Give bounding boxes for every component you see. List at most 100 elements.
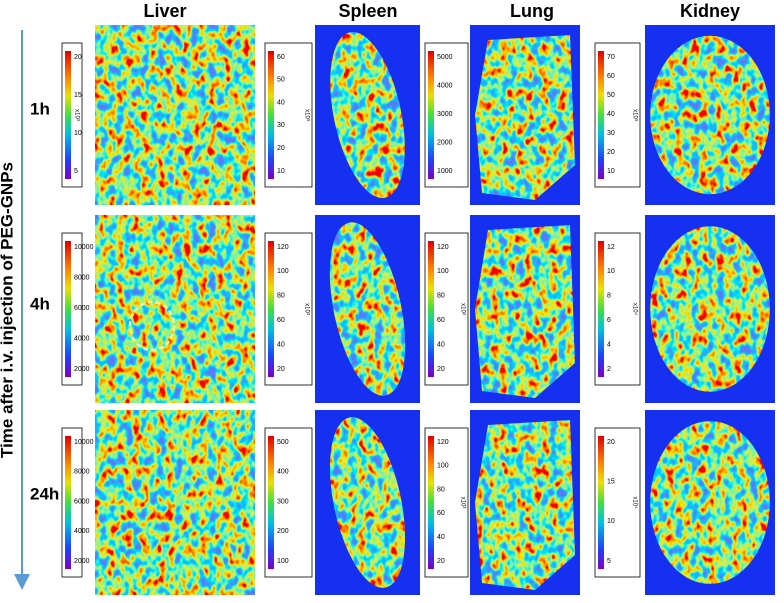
- colorbar-unit: x10⁴: [631, 303, 638, 316]
- heatmap-tissue: [650, 226, 770, 392]
- colorbar-tick: 300: [277, 498, 289, 505]
- column-header: Liver: [143, 1, 186, 21]
- colorbar-tick: 4000: [74, 528, 90, 535]
- colorbar-tick: 6000: [74, 305, 90, 312]
- time-label: 4h: [30, 294, 50, 313]
- colorbar: [268, 241, 274, 377]
- colorbar-tick: 10: [74, 130, 82, 137]
- colorbar-tick: 80: [277, 293, 285, 300]
- colorbar-tick: 5000: [437, 54, 453, 61]
- heatmap-tissue: [475, 35, 575, 200]
- column-header: Kidney: [680, 1, 740, 21]
- time-label: 1h: [30, 99, 50, 118]
- colorbar-tick: 3000: [437, 111, 453, 118]
- colorbar-tick: 5: [607, 558, 611, 565]
- colorbar-tick: 20: [74, 54, 82, 61]
- colorbar-tick: 4000: [437, 82, 453, 89]
- colorbar-tick: 10: [277, 168, 285, 175]
- colorbar-tick: 4000: [74, 335, 90, 342]
- colorbar: [598, 241, 604, 377]
- colorbar-tick: 8: [607, 293, 611, 300]
- colorbar-tick: 8000: [74, 274, 90, 281]
- colorbar: [598, 436, 604, 569]
- colorbar-tick: 6000: [74, 498, 90, 505]
- colorbar-unit: x10³: [303, 109, 309, 121]
- colorbar-tick: 40: [437, 341, 445, 348]
- colorbar-tick: 120: [437, 244, 449, 251]
- colorbar-tick: 100: [437, 268, 449, 275]
- colorbar-tick: 8000: [74, 469, 90, 476]
- colorbar-tick: 15: [74, 92, 82, 99]
- colorbar-tick: 100: [277, 268, 289, 275]
- colorbar-unit: x10³: [631, 109, 637, 121]
- heatmap-tissue: [95, 410, 255, 595]
- axis-label: Time after i.v. injection of PEG-GNPs: [0, 162, 16, 458]
- colorbar: [428, 241, 434, 377]
- colorbar: [268, 436, 274, 569]
- colorbar-unit: x10³: [459, 303, 465, 315]
- colorbar-tick: 20: [277, 366, 285, 373]
- colorbar-tick: 5: [74, 168, 78, 175]
- colorbar-tick: 40: [437, 534, 445, 541]
- colorbar-tick: 1000: [437, 168, 453, 175]
- colorbar-tick: 2000: [74, 366, 90, 373]
- colorbar-tick: 6: [607, 317, 611, 324]
- colorbar: [65, 436, 71, 569]
- colorbar-tick: 2000: [74, 558, 90, 565]
- colorbar-tick: 120: [437, 439, 449, 446]
- colorbar-tick: 40: [607, 111, 615, 118]
- colorbar-unit: x10³: [303, 303, 309, 315]
- colorbar: [428, 51, 434, 179]
- colorbar-tick: 100: [277, 558, 289, 565]
- colorbar-unit: x10³: [73, 109, 79, 121]
- colorbar-tick: 60: [277, 54, 285, 61]
- colorbar-tick: 20: [607, 439, 615, 446]
- colorbar-tick: 40: [277, 341, 285, 348]
- heatmap-tissue: [95, 215, 255, 403]
- colorbar-unit: x10³: [459, 497, 465, 509]
- time-label: 24h: [30, 484, 59, 503]
- colorbar: [65, 51, 71, 179]
- colorbar-tick: 40: [277, 99, 285, 106]
- colorbar-tick: 10: [607, 168, 615, 175]
- colorbar-unit: x10⁴: [631, 496, 638, 509]
- highlight-region: [128, 300, 176, 352]
- heatmap-tissue: [650, 35, 770, 195]
- colorbar-tick: 80: [437, 486, 445, 493]
- heatmap-tissue: [475, 420, 575, 590]
- colorbar-tick: 70: [607, 54, 615, 61]
- heatmap-tissue: [95, 25, 255, 205]
- colorbar: [598, 51, 604, 179]
- colorbar-tick: 500: [277, 439, 289, 446]
- colorbar-tick: 20: [437, 366, 445, 373]
- colorbar-tick: 20: [277, 145, 285, 152]
- colorbar-tick: 30: [277, 122, 285, 129]
- heatmap-tissue: [475, 225, 575, 398]
- colorbar-tick: 60: [437, 510, 445, 517]
- colorbar-tick: 120: [277, 244, 289, 251]
- colorbar-tick: 2: [607, 366, 611, 373]
- colorbar-tick: 30: [607, 130, 615, 137]
- colorbar-tick: 50: [607, 92, 615, 99]
- colorbar-tick: 10000: [74, 439, 94, 446]
- colorbar-tick: 60: [437, 317, 445, 324]
- colorbar-tick: 20: [607, 149, 615, 156]
- colorbar-tick: 2000: [437, 139, 453, 146]
- colorbar: [65, 241, 71, 377]
- colorbar-tick: 50: [277, 77, 285, 84]
- heatmap-tissue: [650, 421, 770, 584]
- colorbar-tick: 12: [607, 244, 615, 251]
- colorbar-tick: 60: [607, 73, 615, 80]
- colorbar-tick: 400: [277, 469, 289, 476]
- colorbar-tick: 10000: [74, 244, 94, 251]
- column-header: Lung: [510, 1, 554, 21]
- colorbar: [268, 51, 274, 179]
- colorbar: [428, 436, 434, 569]
- colorbar-tick: 15: [607, 479, 615, 486]
- colorbar-tick: 100: [437, 463, 449, 470]
- colorbar-tick: 20: [437, 558, 445, 565]
- colorbar-tick: 4: [607, 341, 611, 348]
- colorbar-tick: 10: [607, 518, 615, 525]
- colorbar-tick: 60: [277, 317, 285, 324]
